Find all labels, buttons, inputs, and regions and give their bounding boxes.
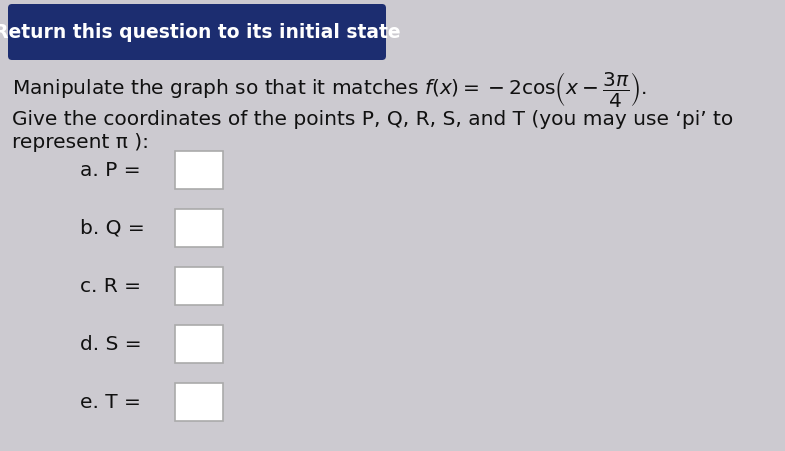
Text: a. P =: a. P = <box>80 161 141 179</box>
Text: Give the coordinates of the points P, Q, R, S, and T (you may use ‘pi’ to: Give the coordinates of the points P, Q,… <box>12 110 733 129</box>
FancyBboxPatch shape <box>175 383 223 421</box>
Text: Return this question to its initial state: Return this question to its initial stat… <box>0 23 400 41</box>
FancyBboxPatch shape <box>175 267 223 305</box>
Text: e. T =: e. T = <box>80 392 141 411</box>
Text: b. Q =: b. Q = <box>80 218 144 238</box>
Text: represent π ):: represent π ): <box>12 133 149 152</box>
FancyBboxPatch shape <box>175 325 223 363</box>
FancyBboxPatch shape <box>175 151 223 189</box>
FancyBboxPatch shape <box>8 4 386 60</box>
Text: d. S =: d. S = <box>80 335 141 354</box>
FancyBboxPatch shape <box>175 209 223 247</box>
Text: Manipulate the graph so that it matches $f(x) = -2\cos\!\left(x - \dfrac{3\pi}{4: Manipulate the graph so that it matches … <box>12 70 647 109</box>
Text: c. R =: c. R = <box>80 276 141 295</box>
